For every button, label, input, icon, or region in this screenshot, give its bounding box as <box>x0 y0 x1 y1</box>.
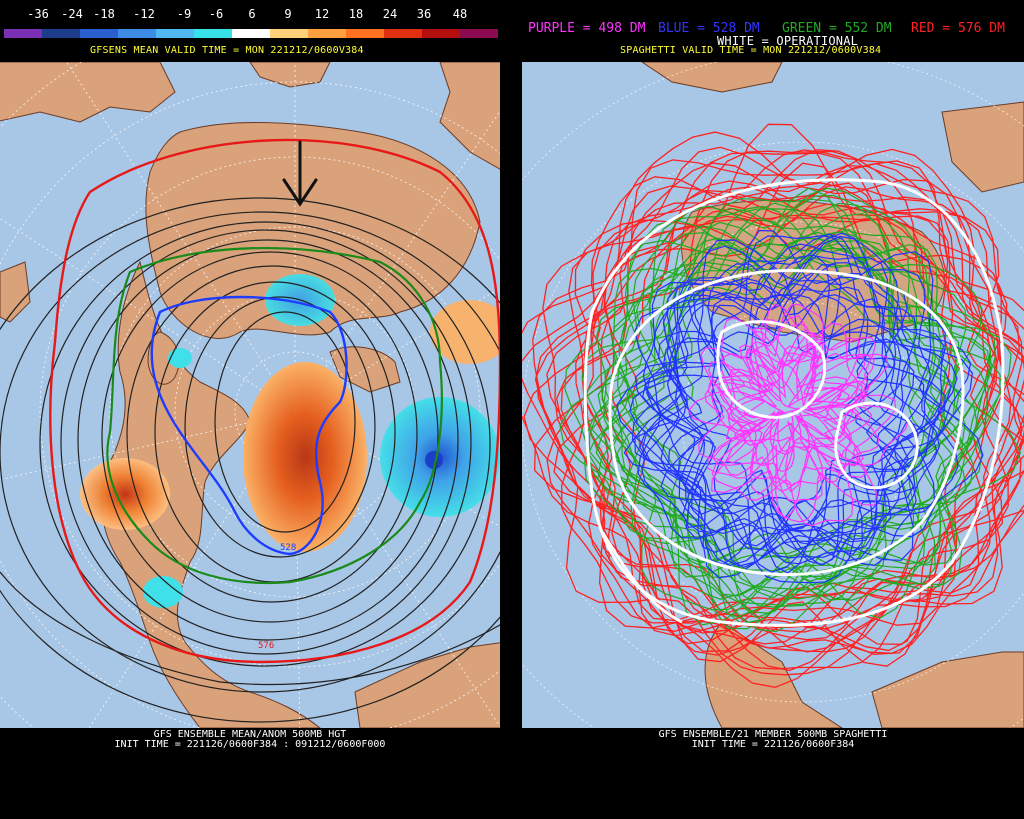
colorbar-swatch <box>156 29 194 38</box>
colorbar-swatch <box>460 29 498 38</box>
colorbar-swatch <box>422 29 460 38</box>
spaghetti-member-line <box>560 208 1023 652</box>
spaghetti-member-line <box>561 186 1012 654</box>
spaghetti-member-line <box>646 234 972 566</box>
right-map-title: SPAGHETTI VALID TIME = MON 221212/0600V3… <box>620 45 882 56</box>
land-masses <box>0 62 500 728</box>
spaghetti-member-line <box>522 131 1024 655</box>
spaghetti-member-line <box>631 239 984 584</box>
right-map-graphic <box>522 62 1024 728</box>
colorbar-swatches <box>4 29 498 38</box>
ensemble-mean-anomaly-map: 528 576 <box>0 62 500 728</box>
spaghetti-member-line <box>642 263 916 551</box>
left-footer-line2: INIT TIME = 221126/0600F384 : 091212/060… <box>114 739 386 750</box>
height-contours <box>0 197 500 723</box>
spaghetti-member-line <box>564 198 989 633</box>
spaghetti-map <box>522 62 1024 728</box>
colorbar-swatch <box>194 29 232 38</box>
panel-divider <box>501 0 522 819</box>
right-footer-line2: INIT TIME = 221126/0600F384 <box>691 739 855 750</box>
spaghetti-member-line <box>585 205 967 601</box>
left-map-graphic: 528 576 <box>0 62 500 728</box>
spaghetti-member-line <box>719 345 842 472</box>
spaghetti-member-line <box>639 282 915 569</box>
spaghetti-member-line <box>546 178 1024 670</box>
spaghetti-member-line <box>660 232 958 546</box>
colorbar-label: -9 <box>176 7 192 21</box>
contour-552 <box>106 246 443 585</box>
colorbar-swatch <box>308 29 346 38</box>
spaghetti-member-line <box>707 303 880 487</box>
operational-contours <box>583 178 1005 627</box>
spaghetti-member-line <box>711 322 909 527</box>
spaghetti-member-line <box>604 186 1022 621</box>
colorbar-swatch <box>80 29 118 38</box>
colorbar-label: -24 <box>61 7 83 21</box>
spaghetti-member-line <box>559 194 992 626</box>
spaghetti-member-line <box>597 242 960 578</box>
spaghetti-member-line <box>581 218 960 611</box>
colorbar-swatch <box>42 29 80 38</box>
legend-red: RED = 576 DM <box>911 21 1005 36</box>
spaghetti-member-line <box>726 319 889 484</box>
left-footer-line1: GFS ENSEMBLE MEAN/ANOM 500MB HGT <box>153 729 347 740</box>
colorbar-swatch <box>270 29 308 38</box>
down-arrow-icon <box>282 140 318 207</box>
legend-purple: PURPLE = 498 DM <box>528 21 646 36</box>
spaghetti-member-line <box>687 303 875 495</box>
colorbar-label: 36 <box>416 7 432 21</box>
colorbar-label: 48 <box>452 7 468 21</box>
colorbar-label: 12 <box>314 7 330 21</box>
left-map-title: GFSENS MEAN VALID TIME = MON 221212/0600… <box>90 45 364 56</box>
colorbar-label: 24 <box>382 7 398 21</box>
colorbar-labels: -36 -24 -18 -12 -9 -6 6 9 12 18 24 36 48 <box>4 4 498 22</box>
spaghetti-member-line <box>712 352 868 520</box>
colorbar-label: -36 <box>27 7 49 21</box>
operational-legend: WHITE = OPERATIONAL <box>717 34 859 48</box>
contour-label-528: 528 <box>280 543 296 553</box>
colorbar-label: -18 <box>93 7 115 21</box>
colorbar-label: 6 <box>248 7 256 21</box>
colorbar-label: -6 <box>208 7 224 21</box>
legend-blue: BLUE = 528 DM <box>658 21 760 36</box>
spaghetti-member-line <box>605 242 966 614</box>
colorbar-label: -12 <box>133 7 155 21</box>
spaghetti-member-line <box>634 254 941 567</box>
spaghetti-member-line <box>634 263 940 555</box>
spaghetti-member-line <box>611 221 983 591</box>
colorbar-label: 9 <box>284 7 292 21</box>
colorbar-swatch <box>232 29 270 38</box>
contour-label-576: 576 <box>258 641 274 651</box>
spaghetti-member-line <box>668 298 938 559</box>
legend-green: GREEN = 552 DM <box>782 21 892 36</box>
colorbar-swatch <box>118 29 156 38</box>
spaghetti-member-line <box>611 237 964 597</box>
spaghetti-member-line <box>637 233 952 565</box>
spaghetti-member-line <box>710 327 897 523</box>
colorbar-swatch <box>346 29 384 38</box>
spaghetti-member-line <box>698 315 864 493</box>
graticule-right <box>522 62 1024 728</box>
anomaly-colorbar: -36 -24 -18 -12 -9 -6 6 9 12 18 24 36 48 <box>4 4 498 38</box>
colorbar-swatch <box>4 29 42 38</box>
spaghetti-member-line <box>595 187 1022 619</box>
outer-contour <box>0 571 500 686</box>
spaghetti-member-line <box>588 202 1012 630</box>
spaghetti-member-line <box>600 195 1024 641</box>
spaghetti-lines <box>522 123 1024 688</box>
colorbar-label: 18 <box>348 7 364 21</box>
right-footer-line1: GFS ENSEMBLE/21 MEMBER 500MB SPAGHETTI <box>658 729 888 740</box>
contour-528 <box>150 295 348 556</box>
colorbar-swatch <box>384 29 422 38</box>
spaghetti-member-line <box>534 150 1024 672</box>
spaghetti-member-line <box>644 255 910 531</box>
contour-576 <box>49 138 500 664</box>
spaghetti-member-line <box>568 203 983 632</box>
spaghetti-member-line <box>612 236 1001 625</box>
spaghetti-member-line <box>640 277 918 562</box>
spaghetti-member-line <box>629 270 925 553</box>
